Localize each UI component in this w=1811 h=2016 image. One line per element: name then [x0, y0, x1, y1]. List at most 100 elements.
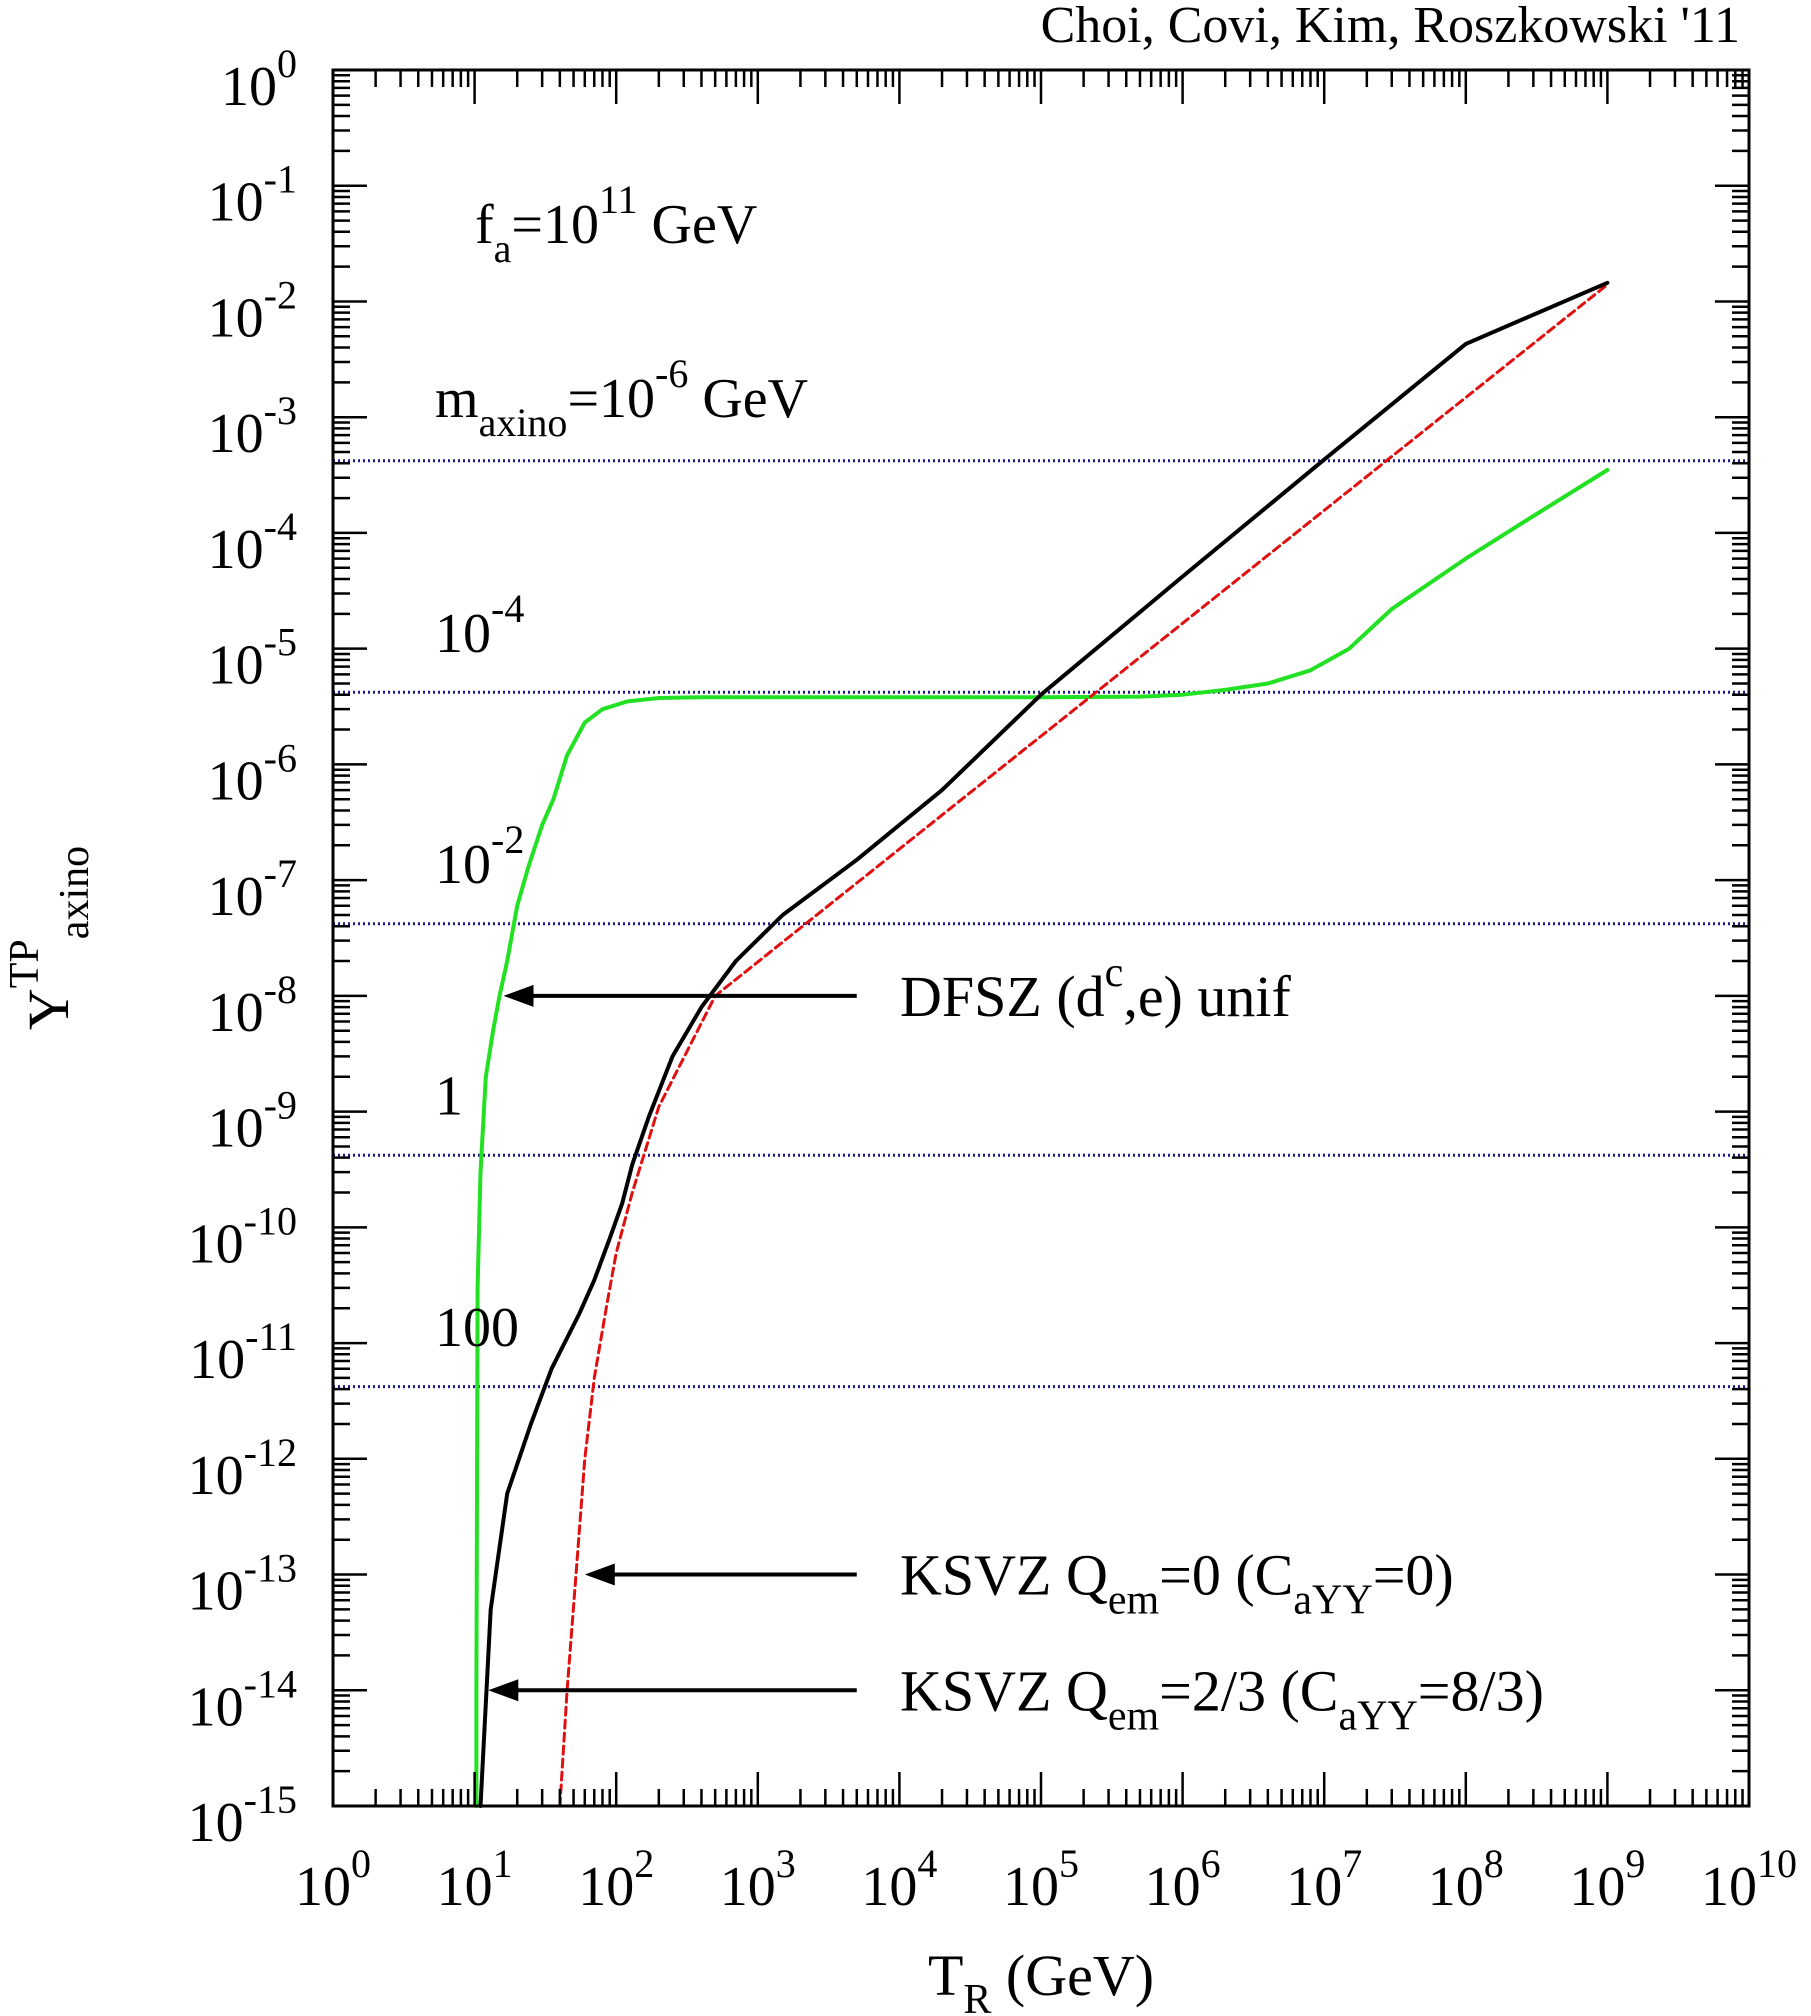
x-tick-base: 10 — [1003, 1856, 1059, 1918]
x-tick-label: 109 — [1569, 1841, 1645, 1918]
y-tick-base: 10 — [208, 172, 264, 234]
arrow-label-sub: aYY — [1293, 1578, 1372, 1624]
arrow-label-text: =0) — [1373, 1543, 1454, 1608]
mass-label-text: m — [435, 368, 479, 430]
y-tick-label: 10-2 — [208, 272, 297, 349]
x-tick-label: 104 — [861, 1841, 937, 1918]
y-tick-exponent: -9 — [264, 1083, 297, 1128]
y-tick-label: 10-8 — [208, 967, 297, 1044]
x-tick-base: 10 — [437, 1856, 493, 1918]
x-tick-exponent: 6 — [1201, 1841, 1221, 1886]
mass-label-text: =10 — [567, 368, 655, 430]
mass-label-text: 1 — [435, 1066, 463, 1128]
y-tick-exponent: 0 — [277, 41, 297, 86]
y-tick-base: 10 — [188, 1676, 244, 1738]
y-tick-label: 10-12 — [188, 1430, 297, 1507]
x-tick-labels: 100 101 102 103 104 105 106 107 108 109 1010 — [295, 1841, 1797, 1918]
mass-label-text: 100 — [435, 1297, 519, 1359]
y-tick-label: 10-7 — [208, 851, 297, 928]
credit-text: Choi, Covi, Kim, Roszkowski '11 — [1041, 0, 1740, 54]
mass-line-label: 1 — [435, 1066, 463, 1128]
y-tick-base: 10 — [208, 403, 264, 465]
y-tick-label: 10-9 — [208, 1083, 297, 1160]
arrow-head — [503, 984, 534, 1007]
y-tick-exponent: -12 — [244, 1430, 297, 1475]
series-line-ksvz-qem0-red — [558, 283, 1609, 1808]
x-tick-base: 10 — [1569, 1856, 1625, 1918]
series-line-ksvz-qem23-black — [478, 280, 1610, 1808]
arrow-label-text: =2/3 (C — [1159, 1658, 1338, 1723]
y-tick-base: 10 — [208, 1098, 264, 1160]
arrow-label-text: ,e) unif — [1123, 964, 1291, 1029]
mass-label-sup: -6 — [655, 351, 688, 396]
y-tick-base: 10 — [208, 982, 264, 1044]
x-tick-exponent: 1 — [493, 1841, 513, 1886]
x-tick-exponent: 3 — [776, 1841, 796, 1886]
x-tick-label: 100 — [295, 1841, 371, 1918]
y-tick-label: 10-10 — [188, 1198, 297, 1275]
mass-lines — [333, 459, 1749, 1389]
x-tick-exponent: 4 — [917, 1841, 937, 1886]
x-tick-exponent: 5 — [1059, 1841, 1079, 1886]
y-tick-base: 10 — [188, 1792, 244, 1854]
mass-label-sup: -2 — [491, 817, 524, 862]
x-tick-base: 10 — [1286, 1856, 1342, 1918]
y-tick-exponent: -6 — [264, 735, 297, 780]
mass-label-text: 10 — [435, 834, 491, 896]
x-tick-label: 101 — [437, 1841, 513, 1918]
arrow-label: KSVZ Qem=2/3 (CaYY=8/3) — [900, 1658, 1544, 1739]
mass-label-text: GeV — [688, 368, 808, 430]
y-tick-exponent: -7 — [264, 851, 297, 896]
y-tick-exponent: -8 — [264, 967, 297, 1012]
y-tick-exponent: -15 — [244, 1777, 297, 1822]
x-tick-label: 103 — [720, 1841, 796, 1918]
mass-label-text: 10 — [435, 603, 491, 665]
arrow-head — [488, 1679, 519, 1702]
mass-line-label: maxino=10-6 GeV — [435, 351, 808, 445]
y-axis-label: YTPaxino — [2, 846, 98, 1030]
arrow-label-sub: aYY — [1338, 1693, 1417, 1739]
y-tick-base: 10 — [188, 1445, 244, 1507]
y-tick-label: 10-6 — [208, 735, 297, 812]
y-tick-label: 10-15 — [188, 1777, 297, 1854]
arrow-label-text: KSVZ Q — [900, 1543, 1108, 1608]
x-tick-label: 1010 — [1701, 1841, 1797, 1918]
x-tick-exponent: 10 — [1757, 1841, 1797, 1886]
x-tick-base: 10 — [1145, 1856, 1201, 1918]
y-tick-base: 10 — [188, 1213, 244, 1275]
y-tick-exponent: -1 — [264, 157, 297, 202]
arrow-label-text: DFSZ (d — [900, 964, 1105, 1029]
y-tick-label: 10-5 — [208, 620, 297, 697]
arrow-head — [584, 1563, 615, 1586]
x-tick-base: 10 — [1701, 1856, 1757, 1918]
mass-line-label: 10-2 — [435, 817, 524, 896]
x-tick-label: 107 — [1286, 1841, 1362, 1918]
x-tick-base: 10 — [295, 1856, 351, 1918]
y-tick-exponent: -3 — [264, 388, 297, 433]
arrow-label-sup: c — [1105, 950, 1124, 996]
y-tick-base: 10 — [208, 635, 264, 697]
x-tick-exponent: 2 — [634, 1841, 654, 1886]
x-tick-base: 10 — [720, 1856, 776, 1918]
y-tick-label: 10-3 — [208, 388, 297, 465]
y-tick-label: 10-4 — [208, 504, 297, 581]
x-tick-base: 10 — [1428, 1856, 1484, 1918]
y-tick-base: 10 — [221, 56, 277, 118]
y-tick-label: 10-11 — [189, 1314, 297, 1391]
mass-line-label: 100 — [435, 1297, 519, 1359]
y-tick-label: 10-13 — [188, 1546, 297, 1623]
x-tick-label: 105 — [1003, 1841, 1079, 1918]
arrow-label-sub: em — [1108, 1693, 1160, 1739]
x-tick-exponent: 7 — [1342, 1841, 1362, 1886]
y-tick-base: 10 — [208, 519, 264, 581]
y-tick-base: 10 — [189, 1329, 245, 1391]
y-tick-exponent: -4 — [264, 504, 297, 549]
y-tick-exponent: -10 — [244, 1198, 297, 1243]
x-tick-label: 102 — [578, 1841, 654, 1918]
arrow-label-text: =8/3) — [1418, 1658, 1544, 1723]
mass-label-sub: axino — [479, 400, 568, 445]
y-tick-base: 10 — [208, 287, 264, 349]
